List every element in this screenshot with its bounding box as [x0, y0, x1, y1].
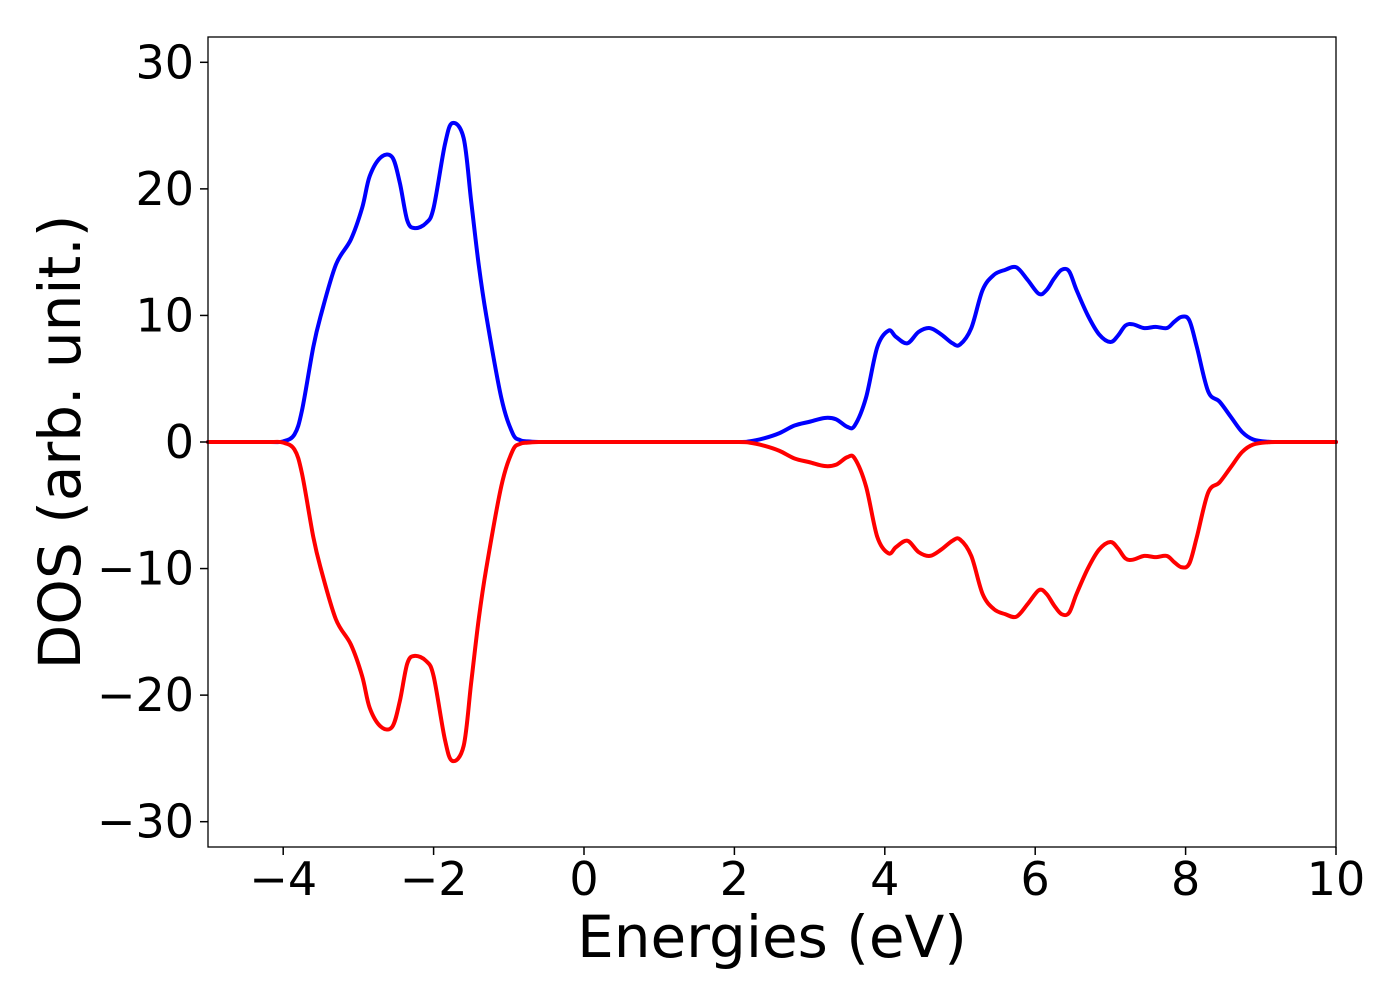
- y-tick-label: 20: [135, 162, 194, 216]
- y-tick-label: 10: [135, 288, 194, 342]
- x-tick-label: 10: [1307, 852, 1366, 906]
- series-line-spin-up: [206, 120, 1338, 445]
- series-layer: [206, 120, 1338, 764]
- x-axis-label: Energies (eV): [577, 903, 967, 971]
- x-tick-label: 8: [1171, 852, 1200, 906]
- x-tick-label: 2: [720, 852, 749, 906]
- y-axis-label: DOS (arb. unit.): [26, 215, 94, 670]
- x-tick-label: −4: [249, 852, 317, 906]
- x-tick-label: 0: [569, 852, 598, 906]
- y-tick-label: −20: [97, 668, 194, 722]
- y-tick-label: −10: [97, 542, 194, 596]
- series-line-spin-down: [206, 439, 1338, 764]
- y-tick-label: 30: [135, 35, 194, 89]
- y-axis: 30 20 10 0 −10 −20 −30: [97, 35, 208, 849]
- x-tick-label: 6: [1021, 852, 1050, 906]
- y-tick-label: −30: [97, 795, 194, 849]
- x-axis: −4 −2 0 2 4 6 8 10: [249, 847, 1365, 906]
- y-tick-label: 0: [165, 415, 194, 469]
- x-tick-label: 4: [870, 852, 899, 906]
- x-tick-label: −2: [400, 852, 468, 906]
